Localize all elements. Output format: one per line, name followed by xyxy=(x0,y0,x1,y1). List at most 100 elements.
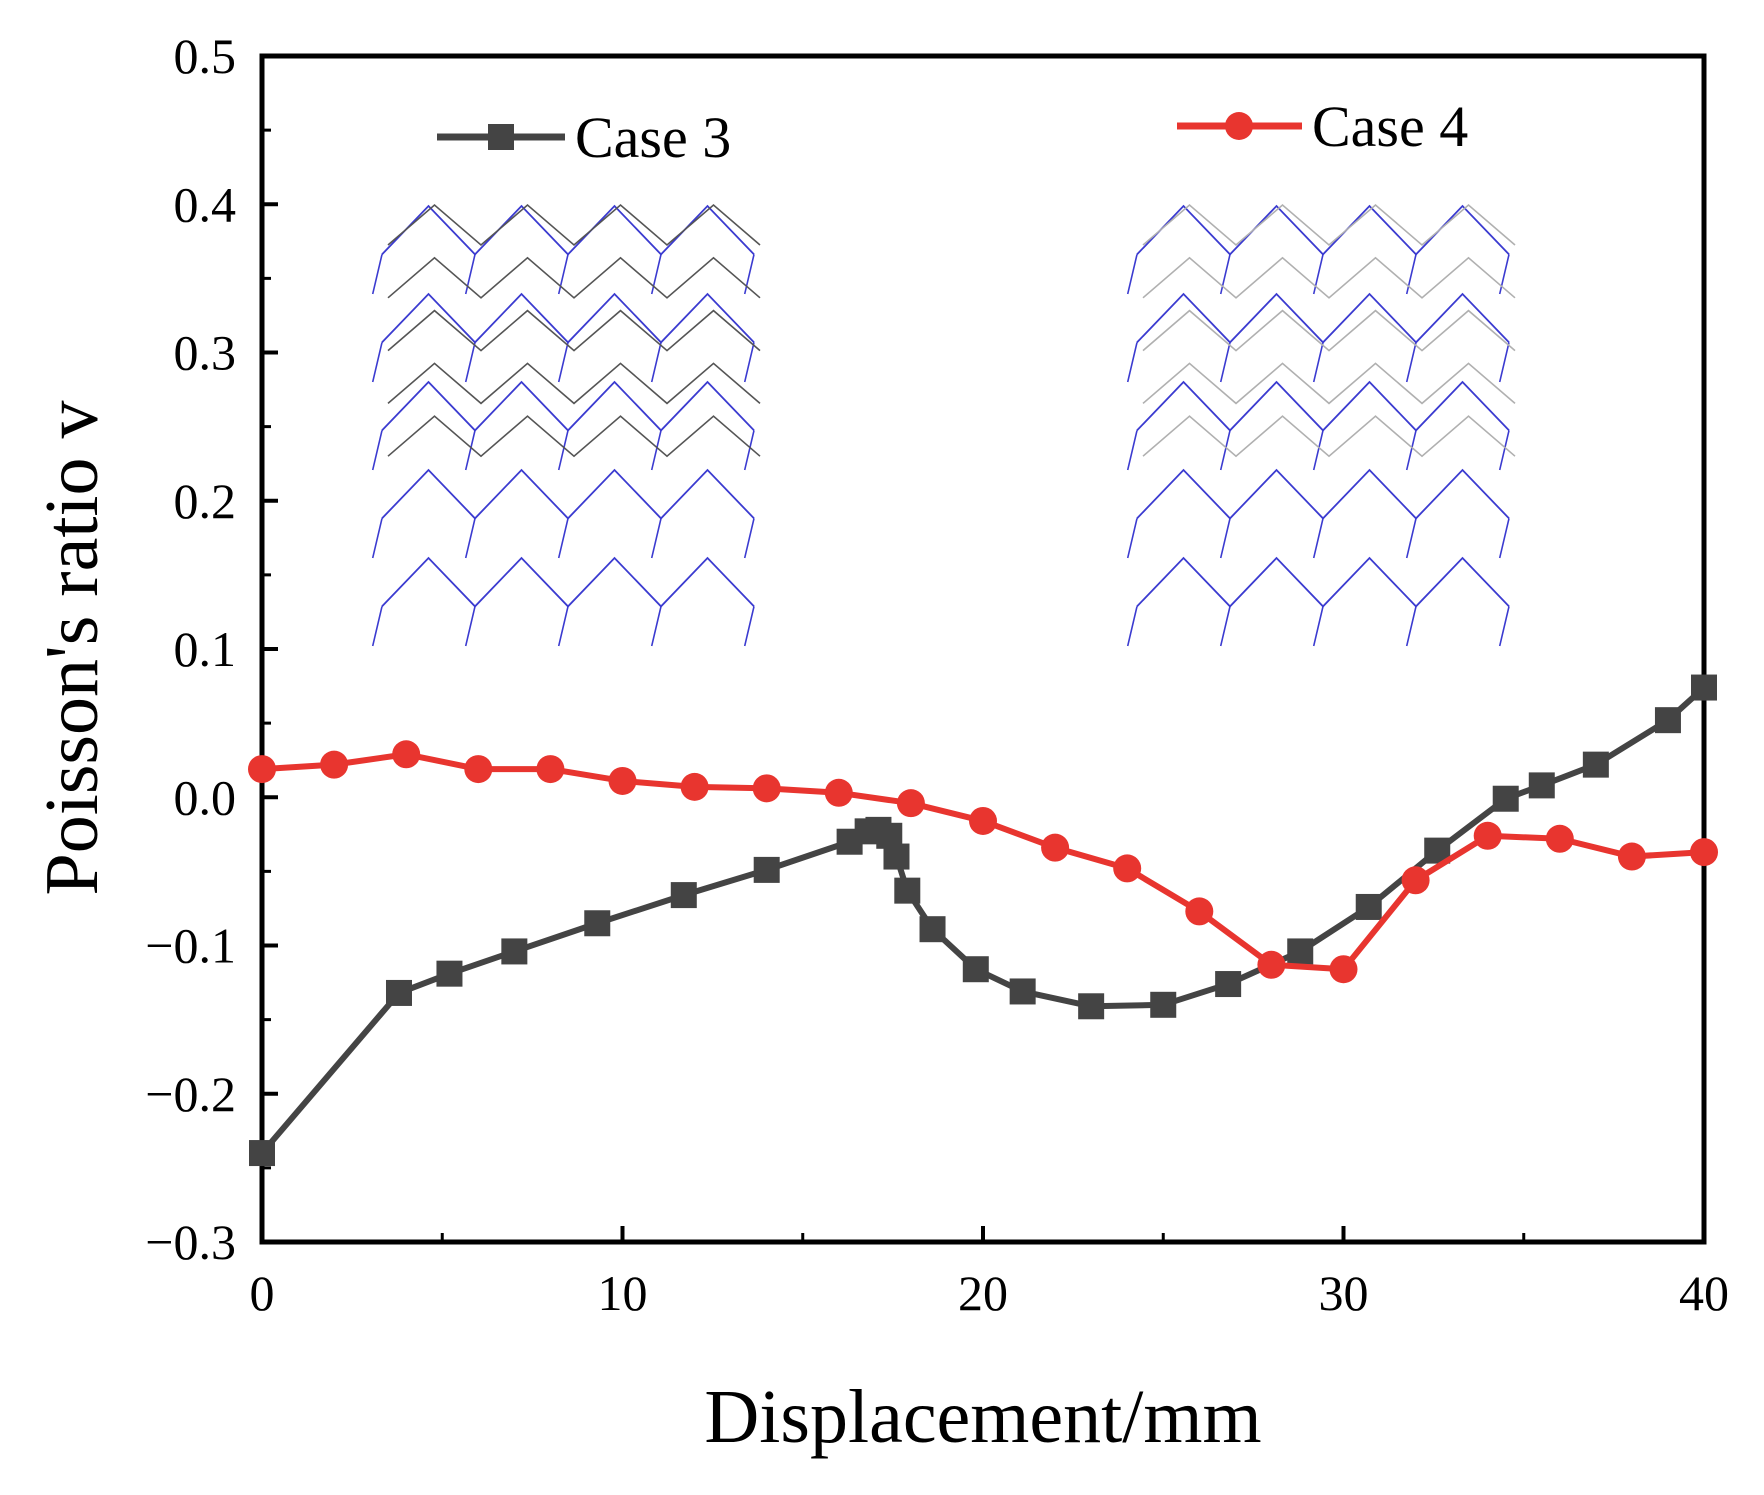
lattice-edge xyxy=(387,309,761,352)
data-point[interactable] xyxy=(1691,674,1717,701)
data-point[interactable] xyxy=(1545,824,1574,853)
lattice-edge xyxy=(557,254,569,295)
y-tick-label: −0.2 xyxy=(145,1066,236,1122)
y-tick-label: −0.1 xyxy=(145,918,236,974)
data-point[interactable] xyxy=(1654,707,1681,734)
series-case-4 xyxy=(248,740,1718,984)
x-tick-label: 10 xyxy=(598,1265,648,1321)
data-point[interactable] xyxy=(896,789,925,818)
legend-label-case-3: Case 3 xyxy=(575,105,731,170)
lattice-edge xyxy=(1312,342,1324,383)
data-point[interactable] xyxy=(1329,955,1358,984)
lattice-edge xyxy=(1136,204,1510,256)
data-point[interactable] xyxy=(248,755,276,784)
legend-entry-case-3[interactable]: Case 3 xyxy=(437,105,731,170)
data-point[interactable] xyxy=(919,916,946,943)
data-point[interactable] xyxy=(385,979,412,1006)
lattice-edge xyxy=(381,468,755,520)
lattice-edge xyxy=(650,342,662,383)
data-point[interactable] xyxy=(962,956,989,983)
x-axis-title: Displacement/mm xyxy=(704,1375,1261,1459)
lattice-edge xyxy=(381,556,755,608)
data-point[interactable] xyxy=(392,740,421,769)
data-point[interactable] xyxy=(824,778,853,807)
y-tick-label: 0.1 xyxy=(174,621,237,677)
legend: Case 3 Case 4 xyxy=(437,94,1468,170)
lattice-edge xyxy=(1136,380,1510,432)
data-point[interactable] xyxy=(1473,821,1502,850)
y-axis-title: Poisson's ratio v xyxy=(30,400,114,895)
lattice-edge xyxy=(1142,309,1516,352)
lattice-edge xyxy=(1142,256,1516,299)
data-point[interactable] xyxy=(436,960,463,987)
lattice-edge xyxy=(557,518,569,559)
lattice-edge xyxy=(650,430,662,471)
data-point[interactable] xyxy=(1113,854,1142,883)
data-point[interactable] xyxy=(883,843,910,870)
lattice-edge xyxy=(1126,342,1138,383)
lattice-edge xyxy=(1136,292,1510,344)
data-point[interactable] xyxy=(1582,751,1609,778)
data-point[interactable] xyxy=(1690,838,1718,867)
y-tick-label: 0.0 xyxy=(174,769,237,825)
data-point[interactable] xyxy=(1215,971,1242,998)
lattice-edge xyxy=(1142,415,1516,458)
data-point[interactable] xyxy=(1041,833,1070,862)
lattice-edge xyxy=(371,254,383,295)
lattice-edge xyxy=(1126,518,1138,559)
lattice-edge xyxy=(1405,430,1417,471)
legend-label-case-4: Case 4 xyxy=(1312,94,1468,159)
data-point[interactable] xyxy=(1528,772,1555,799)
lattice-edge xyxy=(464,342,476,383)
data-point[interactable] xyxy=(1401,866,1430,895)
lattice-edge xyxy=(743,606,755,647)
lattice-edge xyxy=(371,342,383,383)
lattice-edge xyxy=(1136,556,1510,608)
data-point[interactable] xyxy=(670,882,697,909)
lattice-edge xyxy=(387,362,761,405)
lattice-edge xyxy=(387,415,761,458)
lattice-edge xyxy=(1126,430,1138,471)
lattice-edge xyxy=(1312,606,1324,647)
data-point[interactable] xyxy=(464,755,493,784)
lattice-edge xyxy=(464,254,476,295)
data-point[interactable] xyxy=(1617,842,1646,871)
data-point[interactable] xyxy=(1355,893,1382,920)
data-point[interactable] xyxy=(1287,938,1314,965)
lattice-edge xyxy=(557,430,569,471)
lattice-edge xyxy=(464,518,476,559)
data-point[interactable] xyxy=(752,774,781,803)
lattice-edge xyxy=(650,518,662,559)
data-point[interactable] xyxy=(608,766,637,795)
x-tick-label: 30 xyxy=(1319,1265,1369,1321)
lattice-edge xyxy=(1219,518,1231,559)
lattice-edge xyxy=(1312,254,1324,295)
lattice-edge xyxy=(1219,430,1231,471)
data-point[interactable] xyxy=(536,755,565,784)
data-point[interactable] xyxy=(969,806,997,835)
data-point[interactable] xyxy=(501,938,528,965)
lattice-edge xyxy=(1219,606,1231,647)
lattice-edge xyxy=(464,606,476,647)
axis-ticks xyxy=(260,54,1706,1244)
data-point[interactable] xyxy=(1257,950,1286,979)
lattice-edge xyxy=(1405,606,1417,647)
lattice-edge xyxy=(1136,468,1510,520)
data-point[interactable] xyxy=(1078,993,1105,1020)
data-point[interactable] xyxy=(249,1140,275,1167)
data-point[interactable] xyxy=(584,910,611,937)
data-point[interactable] xyxy=(1185,897,1214,926)
y-tick-label: 0.2 xyxy=(174,473,237,529)
lattice-edge xyxy=(1498,430,1510,471)
data-point[interactable] xyxy=(1492,785,1519,812)
data-point[interactable] xyxy=(753,856,780,883)
data-point[interactable] xyxy=(894,877,921,904)
lattice-edge xyxy=(743,518,755,559)
data-point[interactable] xyxy=(320,750,349,779)
data-point[interactable] xyxy=(1009,978,1036,1005)
x-tick-label: 0 xyxy=(250,1265,275,1321)
data-point[interactable] xyxy=(680,772,709,801)
legend-entry-case-4[interactable]: Case 4 xyxy=(1177,94,1468,159)
data-point[interactable] xyxy=(1150,991,1177,1018)
series-case-3 xyxy=(249,674,1717,1167)
